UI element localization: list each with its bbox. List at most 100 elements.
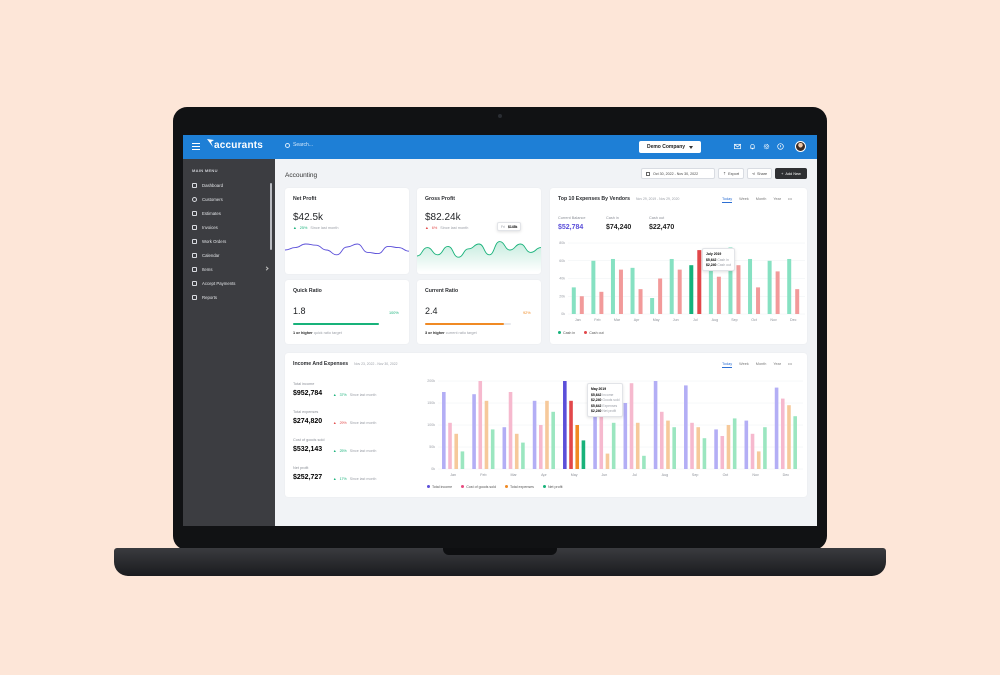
sidebar-item-label: Customers: [202, 196, 223, 202]
tooltip-value: $5,642: [706, 257, 717, 262]
x-tick-label: Sep: [731, 318, 737, 322]
vendors-title: Top 10 Expenses By Vendors: [558, 196, 630, 202]
tab-year[interactable]: Year: [773, 362, 782, 366]
date-range-picker[interactable]: Oct 30, 2022 - Nov 30, 2022: [641, 168, 715, 179]
tooltip-value: $2,240: [591, 398, 602, 402]
tooltip-value: $5,642: [591, 403, 602, 408]
delta-note: Since last month: [440, 226, 469, 230]
quick-ratio-value: 1.8: [293, 306, 306, 316]
net-profit-card: Net Profit $42.5k ▲ 25% Since last month: [285, 188, 409, 274]
current-balance-value: $52,784: [558, 224, 584, 231]
sparkline-area: [417, 241, 541, 272]
app-logo[interactable]: accurants: [214, 140, 264, 151]
tab-year[interactable]: Year: [773, 197, 782, 201]
tab-today[interactable]: Today: [722, 197, 733, 203]
sidebar-item-customers[interactable]: Customers: [192, 194, 268, 204]
upload-icon: ⇡: [722, 172, 727, 176]
add-new-button[interactable]: + Add New: [775, 168, 807, 179]
bar: [780, 398, 785, 469]
tab-month[interactable]: Month: [755, 197, 767, 201]
legend-cash-out: Cash out: [584, 331, 604, 335]
bar: [591, 260, 596, 314]
hamburger-icon[interactable]: [192, 143, 200, 150]
kpi-delta: ▲ 29% Since last month: [333, 421, 376, 425]
tab-today[interactable]: Today: [722, 362, 733, 368]
sidebar-item-label: Reports: [202, 294, 218, 300]
share-button[interactable]: ⋖ Share: [747, 168, 772, 179]
bar: [763, 427, 767, 469]
tab-week[interactable]: Week: [739, 197, 749, 201]
legend-label: Cash in: [563, 331, 576, 335]
vendors-bar-chart: 80k 60k 40k 20k 0k Jan Feb Mar Apr May Jun Jul Aug Se…: [559, 241, 805, 322]
arrow-up-icon: ▲: [333, 477, 337, 481]
sidebar-item-accept-payments[interactable]: Accept Payments: [192, 278, 268, 288]
mail-icon[interactable]: [734, 143, 741, 150]
sidebar-item-dashboard[interactable]: Dashboard: [192, 180, 268, 190]
sparkline-path: [417, 241, 541, 258]
company-selector[interactable]: Demo Company: [639, 141, 701, 153]
bar: [697, 250, 702, 314]
kpi-label: Net profit: [293, 466, 309, 470]
more-icon[interactable]: •••: [788, 197, 793, 201]
bar: [702, 438, 707, 469]
bar: [793, 416, 797, 469]
cash-out-value: $22,470: [649, 224, 675, 231]
bar: [575, 425, 580, 469]
x-tick-label: May: [571, 473, 578, 477]
gross-profit-card: Gross Profit $82.24k ▲ 6% Since last month…: [417, 188, 541, 274]
x-tick-label: Nov: [770, 318, 777, 322]
x-tick-label: Feb: [480, 473, 486, 477]
help-icon[interactable]: [777, 143, 784, 150]
sidebar-item-label: Work Orders: [202, 238, 227, 244]
bar: [756, 287, 761, 314]
sidebar-item-label: Estimates: [202, 210, 221, 216]
sidebar-item-reports[interactable]: Reports: [192, 292, 268, 302]
x-tick-label: Dec: [790, 318, 797, 322]
bar: [750, 433, 755, 469]
laptop-base: [114, 548, 886, 576]
kpi-label: Cost of goods sold: [293, 438, 325, 442]
bar: [610, 258, 615, 314]
sidebar-item-items[interactable]: Items: [192, 264, 269, 274]
laptop-notch: [443, 548, 557, 555]
delta-note: Since last month: [349, 449, 377, 453]
export-button[interactable]: ⇡ Export: [718, 168, 744, 179]
sidebar-item-work-orders[interactable]: Work Orders: [192, 236, 268, 246]
tooltip-row: $5,642 Expenses: [591, 404, 619, 408]
bar: [521, 442, 525, 469]
sidebar-item-label: Invoices: [202, 224, 218, 230]
tooltip-label: Cash out: [717, 263, 731, 267]
bar: [478, 381, 483, 469]
tab-month[interactable]: Month: [755, 362, 767, 366]
note-strong: 1 or higher: [293, 331, 313, 335]
bar: [579, 296, 584, 314]
bar: [538, 425, 543, 469]
kpi-value: $274,820: [293, 418, 323, 425]
card-icon: [192, 280, 197, 286]
sidebar-scrollbar[interactable]: [270, 183, 272, 250]
sidebar-item-estimates[interactable]: Estimates: [192, 208, 268, 218]
bar: [454, 433, 459, 469]
delta-value: 29%: [339, 421, 347, 425]
bar: [756, 451, 761, 469]
avatar[interactable]: [795, 141, 806, 152]
bar: [684, 385, 688, 469]
current-ratio-note: 3 or higher current ratio target: [425, 331, 477, 335]
bar: [581, 440, 586, 469]
tab-week[interactable]: Week: [739, 362, 749, 366]
legend-label: Net profit: [547, 485, 563, 489]
x-tick-label: Oct: [751, 318, 757, 322]
sidebar-item-invoices[interactable]: Invoices: [192, 222, 268, 232]
quick-ratio-progress: [293, 323, 379, 325]
bell-icon[interactable]: [749, 143, 756, 150]
search-box[interactable]: Search...: [285, 142, 313, 148]
x-tick-label: Apr: [634, 318, 640, 322]
net-profit-value: $42.5k: [293, 212, 324, 223]
y-tick-label: 200k: [427, 379, 435, 383]
chevron-down-icon: [689, 145, 694, 149]
sidebar-item-calendar[interactable]: Calendar: [192, 250, 268, 260]
tooltip-value: $5,642: [591, 392, 602, 397]
gear-icon[interactable]: [763, 143, 770, 150]
more-icon[interactable]: •••: [788, 362, 793, 366]
x-tick-label: Jun: [601, 473, 607, 477]
